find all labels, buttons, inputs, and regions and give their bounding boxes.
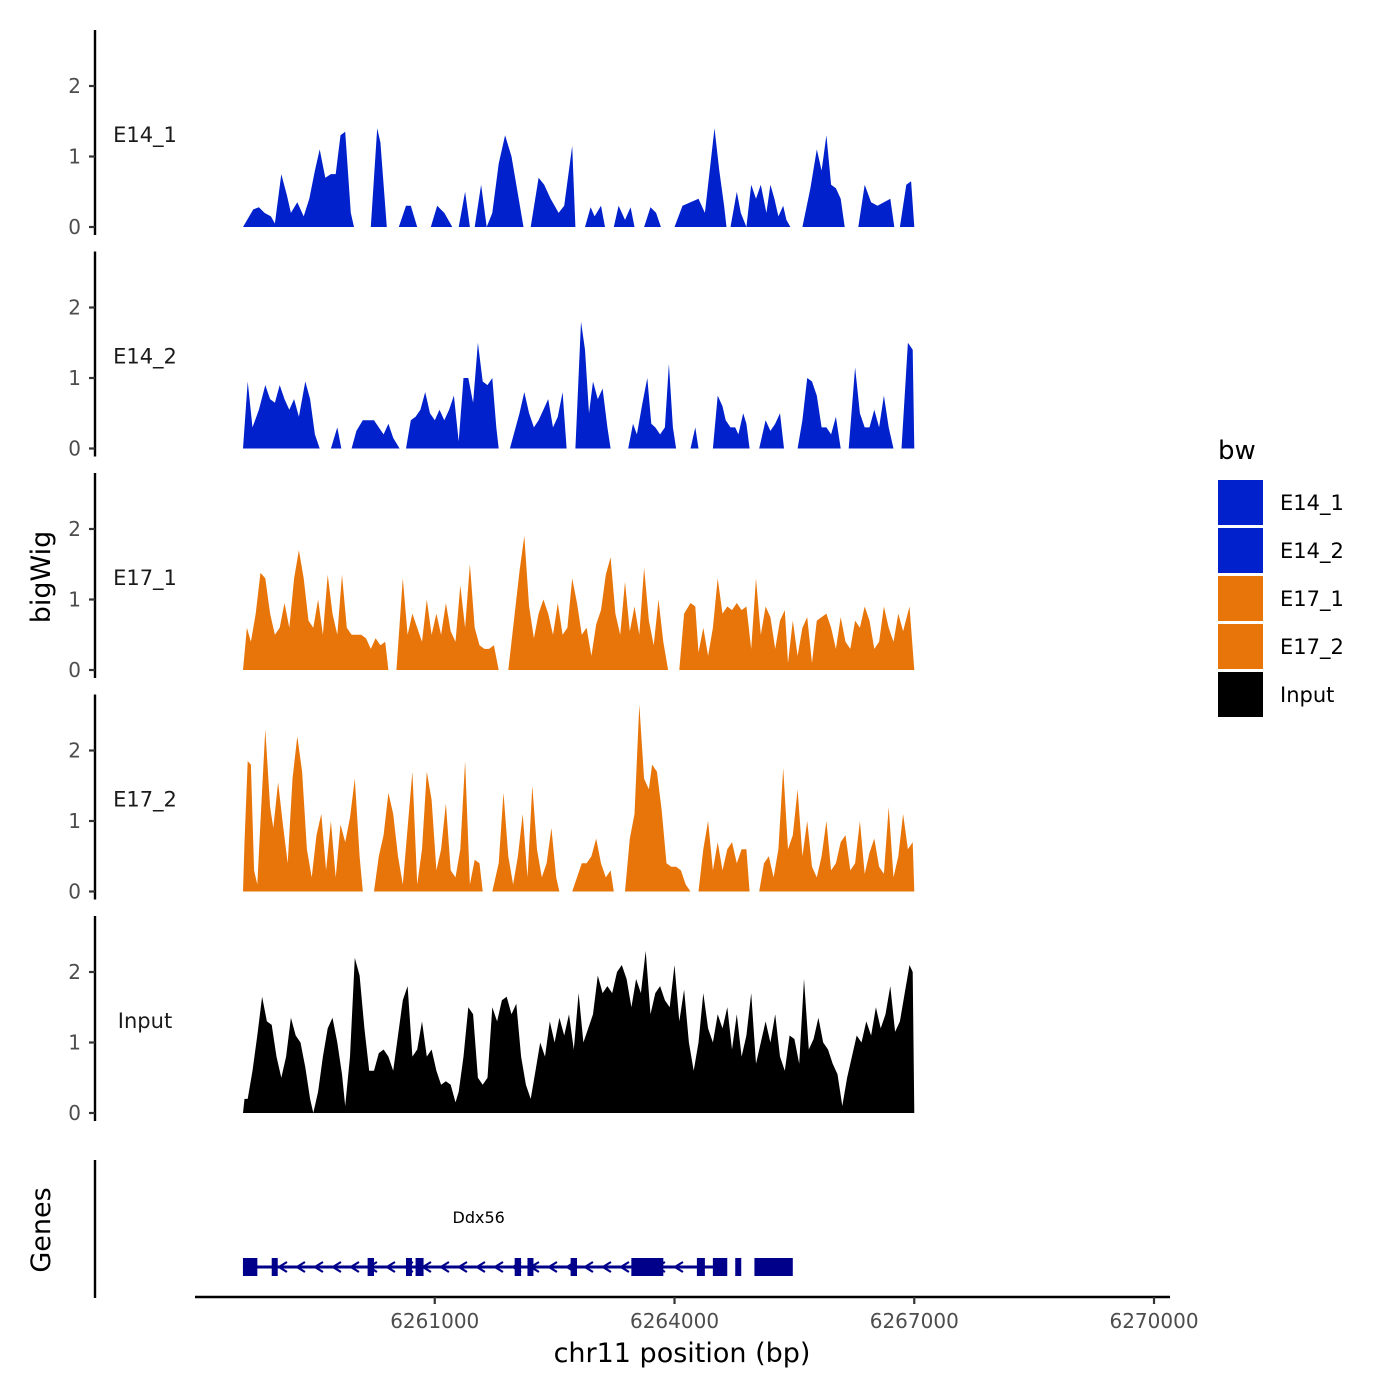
bigwig-tracks: 0 1 2 E14_1 0 1 2 E14_2 0 1 2 E17_1 0 1 2 E17_2 0 1 2 Input (68, 30, 915, 1125)
x-tick-label: 6270000 (1109, 1309, 1198, 1333)
gene-exon (242, 1258, 258, 1276)
strand-arrow (492, 1261, 504, 1273)
y-tick-label: 0 (68, 437, 81, 461)
legend-swatch (1218, 480, 1263, 525)
x-tick-label: 6261000 (390, 1309, 479, 1333)
legend-entry-e14-2: E14_2 (1218, 528, 1344, 573)
y-tick-label: 2 (68, 74, 81, 98)
gene-exon (405, 1258, 412, 1276)
y-tick-label: 1 (68, 588, 81, 612)
area-e17-2 (243, 704, 915, 892)
strand-arrow (618, 1261, 630, 1273)
gene-exon (754, 1258, 793, 1276)
legend-label: E17_1 (1280, 587, 1344, 612)
track-e17-1: 0 1 2 E17_1 (68, 473, 915, 682)
legend-label: E14_1 (1280, 491, 1344, 516)
strand-arrow (600, 1261, 612, 1273)
gene-name-label: Ddx56 (453, 1208, 505, 1227)
legend: bw E14_1 E14_2 E17_1 E17_2 Input (1218, 436, 1344, 717)
x-tick-label: 6264000 (630, 1309, 719, 1333)
y-tick-label: 0 (68, 1101, 81, 1125)
x-tick-label: 6267000 (870, 1309, 959, 1333)
x-axis-title: chr11 position (bp) (554, 1338, 811, 1369)
strand-arrow (474, 1261, 486, 1273)
legend-swatch (1218, 528, 1263, 573)
legend-entry-e14-1: E14_1 (1218, 480, 1344, 525)
strand-arrow (294, 1261, 306, 1273)
track-label-e17-2: E17_2 (113, 788, 177, 813)
track-input: 0 1 2 Input (68, 916, 915, 1125)
genes-panel: Ddx56 (93, 1160, 793, 1298)
y-tick-label: 1 (68, 1031, 81, 1055)
legend-entry-input: Input (1218, 672, 1334, 717)
strand-arrow (582, 1261, 594, 1273)
gene-exon (415, 1258, 424, 1276)
legend-label: E17_2 (1280, 635, 1344, 660)
gene-exon (367, 1258, 375, 1276)
y-tick-label: 0 (68, 880, 81, 904)
y-tick-label: 1 (68, 809, 81, 833)
track-label-e14-1: E14_1 (113, 123, 177, 148)
gene-exon (696, 1258, 705, 1276)
legend-swatch (1218, 576, 1263, 621)
legend-swatch (1218, 672, 1263, 717)
track-label-e14-2: E14_2 (113, 345, 177, 370)
y-tick-label: 0 (68, 658, 81, 682)
gene-exon (631, 1258, 664, 1276)
area-e14-2 (243, 321, 915, 449)
genes-panel-title: Genes (26, 1187, 57, 1272)
track-e17-2: 0 1 2 E17_2 (68, 694, 915, 904)
x-axis: 6261000 6264000 6267000 6270000 (195, 1295, 1199, 1333)
y-axis-title: bigWig (26, 531, 57, 624)
gene-exon (514, 1258, 522, 1276)
legend-entry-e17-1: E17_1 (1218, 576, 1344, 621)
gene-exon (271, 1258, 278, 1276)
gene-exon (735, 1258, 742, 1276)
legend-entry-e17-2: E17_2 (1218, 624, 1344, 669)
strand-arrow (672, 1261, 684, 1273)
y-tick-label: 2 (68, 296, 81, 320)
y-tick-label: 1 (68, 145, 81, 169)
y-tick-label: 2 (68, 517, 81, 541)
track-e14-1: 0 1 2 E14_1 (68, 30, 915, 239)
gene-exon (527, 1258, 534, 1276)
track-label-e17-1: E17_1 (113, 566, 177, 591)
strand-arrow (330, 1261, 342, 1273)
strand-arrow (456, 1261, 468, 1273)
area-e17-1 (243, 536, 915, 670)
strand-arrow (348, 1261, 360, 1273)
legend-title: bw (1218, 436, 1256, 466)
area-input (243, 950, 915, 1113)
strand-arrow (546, 1261, 558, 1273)
y-tick-label: 2 (68, 739, 81, 763)
gene-exon (570, 1258, 578, 1276)
track-label-input: Input (118, 1009, 172, 1033)
legend-swatch (1218, 624, 1263, 669)
y-tick-label: 2 (68, 960, 81, 984)
gene-exon (712, 1258, 728, 1276)
gene-ddx56: Ddx56 (242, 1208, 793, 1276)
strand-arrow (276, 1261, 288, 1273)
strand-arrow (384, 1261, 396, 1273)
y-tick-label: 1 (68, 366, 81, 390)
area-e14-1 (243, 128, 915, 227)
legend-label: E14_2 (1280, 539, 1344, 564)
track-e14-2: 0 1 2 E14_2 (68, 251, 915, 461)
legend-label: Input (1280, 683, 1334, 707)
strand-arrow (438, 1261, 450, 1273)
strand-arrow (312, 1261, 324, 1273)
y-tick-label: 0 (68, 215, 81, 239)
